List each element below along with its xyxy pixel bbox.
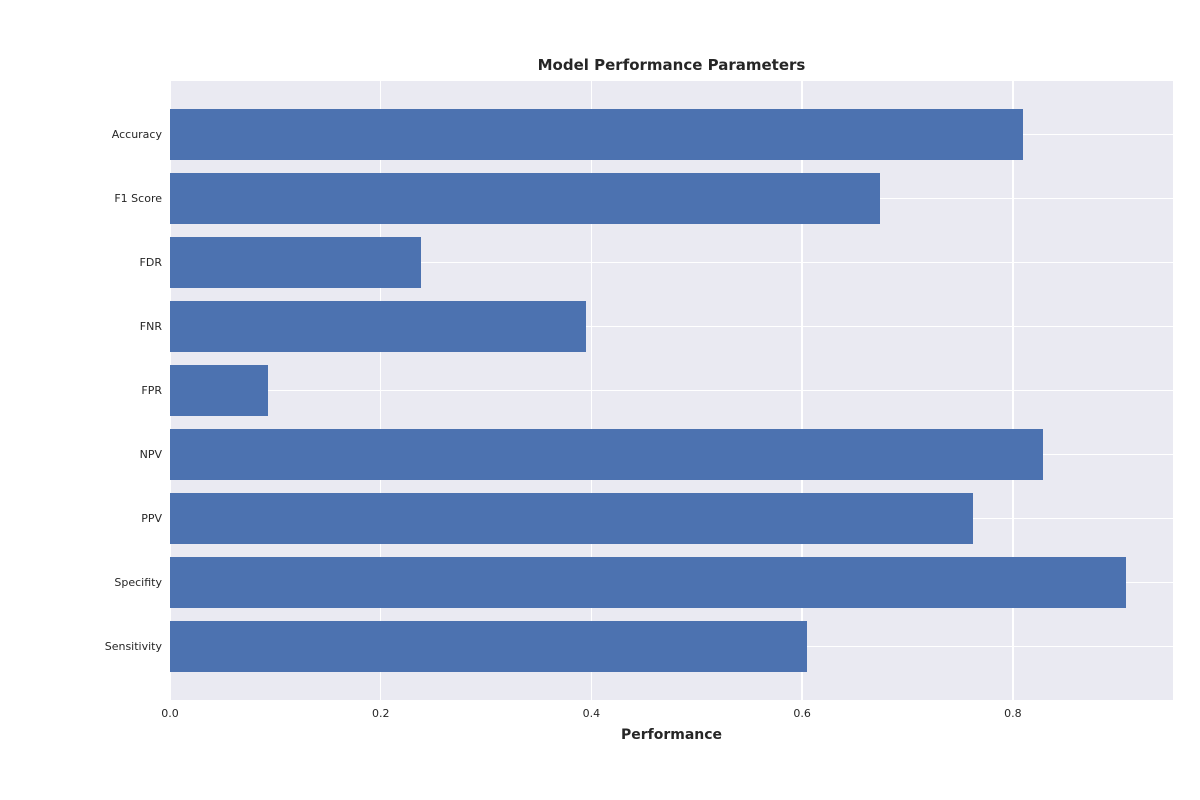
bars-layer bbox=[170, 81, 1173, 700]
x-tick-label: 0.8 bbox=[1004, 707, 1022, 720]
x-tick-label: 0.2 bbox=[371, 707, 390, 720]
y-tick-label: PPV bbox=[141, 511, 162, 525]
y-gridline bbox=[170, 261, 1173, 264]
y-tick-label: F1 Score bbox=[114, 192, 162, 206]
bar-sensitivity bbox=[170, 620, 808, 672]
bar-specifity bbox=[170, 556, 1126, 608]
y-tick-label: Specifity bbox=[114, 575, 162, 589]
y-tick-label: FDR bbox=[139, 256, 162, 270]
y-tick-label: FPR bbox=[141, 384, 162, 397]
bar-npv bbox=[170, 428, 1044, 481]
x-gridline bbox=[380, 81, 382, 700]
bar-f1-score bbox=[170, 173, 881, 225]
y-gridline bbox=[170, 325, 1173, 328]
y-tick-label: Accuracy bbox=[111, 128, 162, 142]
bar-accuracy bbox=[170, 109, 1024, 161]
x-gridline bbox=[801, 81, 803, 700]
bar-ppv bbox=[170, 492, 973, 544]
x-tick-label: 0.4 bbox=[582, 707, 601, 720]
x-gridline bbox=[1012, 81, 1014, 700]
y-tick-label: Sensitivity bbox=[104, 639, 162, 653]
bar-fpr bbox=[170, 364, 268, 417]
bar-fnr bbox=[170, 300, 587, 353]
chart-title: Model Performance Parameters bbox=[537, 56, 806, 74]
y-gridline bbox=[170, 389, 1173, 392]
x-gridline bbox=[590, 81, 593, 700]
x-axis-label: Performance bbox=[620, 727, 723, 743]
x-tick-label: 0.0 bbox=[161, 707, 179, 720]
x-tick-label: 0.6 bbox=[793, 707, 811, 720]
plot-area bbox=[169, 81, 1173, 700]
bar-fdr bbox=[170, 237, 421, 289]
y-tick-label: NPV bbox=[139, 447, 162, 461]
y-tick-label: FNR bbox=[139, 320, 162, 334]
